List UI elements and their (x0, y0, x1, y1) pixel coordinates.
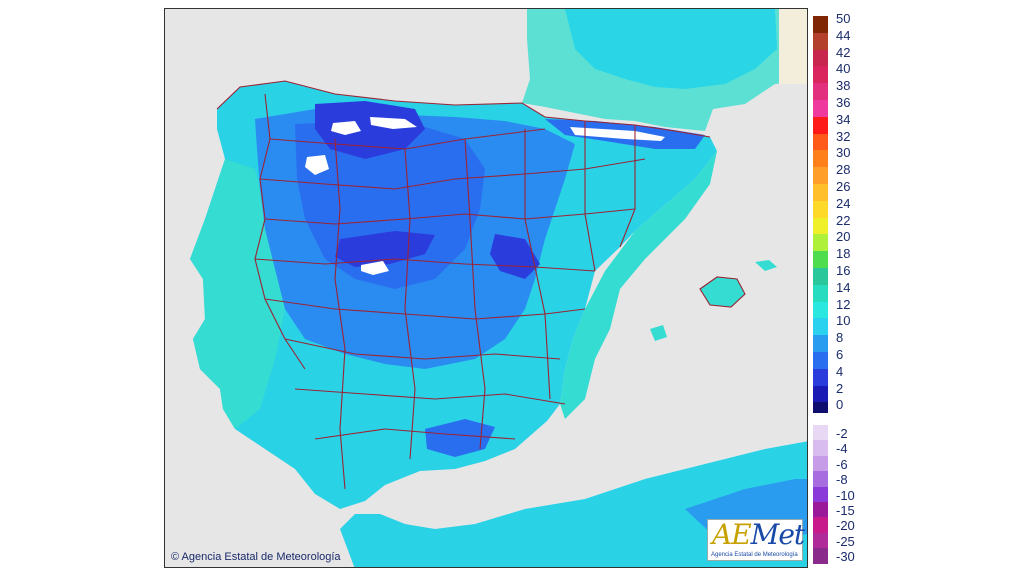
legend-label: 8 (836, 330, 844, 346)
legend-swatch (813, 455, 828, 472)
legend-swatch (813, 234, 828, 252)
north-africa-land (340, 441, 807, 567)
legend-label: -15 (836, 503, 855, 518)
legend-swatch (813, 66, 828, 84)
legend-swatch (813, 532, 828, 549)
legend-label: 22 (836, 212, 851, 228)
legend-label: 36 (836, 95, 851, 110)
legend-label: -10 (836, 487, 855, 503)
legend-swatch (813, 251, 828, 268)
legend-label: 24 (836, 195, 851, 211)
legend-label: -4 (836, 441, 848, 457)
legend-swatch (813, 368, 828, 386)
legend-swatch (813, 440, 828, 456)
legend-label: 40 (836, 61, 851, 77)
legend-label: 14 (836, 279, 851, 295)
map-canvas (190, 9, 807, 567)
legend-label: -25 (836, 533, 855, 549)
logo-suffix: Met (750, 518, 805, 551)
legend-label: -8 (836, 472, 848, 488)
legend-swatch (813, 16, 828, 33)
foreign-land-strip (779, 9, 807, 84)
legend-swatch (813, 184, 828, 201)
legend-label: -30 (836, 549, 855, 565)
logo-subtitle: Agencia Estatal de Meteorología (711, 552, 798, 558)
snow-leon (305, 155, 329, 175)
snow-pyrenees (570, 127, 665, 141)
logo-prefix: AE (712, 518, 752, 551)
legend-swatch (813, 217, 828, 235)
legend-label: 38 (836, 78, 851, 94)
aemet-logo: AEMet Agencia Estatal de Meteorología (707, 518, 805, 561)
legend-label: 4 (836, 363, 844, 379)
legend-label: 18 (836, 246, 851, 262)
menorca (755, 260, 777, 271)
legend-swatch (813, 116, 828, 134)
legend-separator (813, 413, 828, 425)
legend-swatch (813, 486, 828, 502)
legend-swatch (813, 200, 828, 218)
snow-gredos (361, 261, 389, 275)
legend-label: 0 (836, 397, 844, 413)
portugal-coast (190, 159, 285, 429)
legend-label: 16 (836, 263, 851, 278)
legend-swatch (813, 32, 828, 50)
legend-label: -20 (836, 518, 855, 534)
legend-swatch (813, 385, 828, 403)
legend-label: -2 (836, 426, 848, 441)
province-borders (216, 80, 746, 490)
legend-swatch (813, 318, 828, 336)
legend-swatch (813, 301, 828, 319)
copyright-text: © Agencia Estatal de Meteorología (171, 551, 341, 563)
temperature-legend: 50 44 42 40 38 36 34 32 30 28 26 24 22 20 18 16 14 12 10 8 6… (813, 12, 855, 565)
legend-swatch (813, 284, 828, 302)
legend-label: 42 (836, 44, 851, 60)
legend-label: 26 (836, 179, 851, 194)
legend-swatch (813, 83, 828, 100)
legend-label: 28 (836, 162, 851, 178)
ibiza (650, 325, 667, 341)
legend-swatch (813, 352, 828, 369)
legend-swatch (813, 502, 828, 518)
snow-picos (370, 117, 417, 129)
central-system-cold (335, 231, 435, 267)
legend-swatch (813, 133, 828, 151)
legend-swatch (813, 517, 828, 533)
legend-label: 10 (836, 313, 851, 329)
legend-label: 20 (836, 229, 851, 245)
snow-cantabrian (331, 121, 361, 135)
legend-swatch (813, 268, 828, 285)
mallorca (700, 277, 745, 307)
legend-label: 34 (836, 111, 851, 127)
legend-label: 30 (836, 145, 851, 161)
legend-label: 32 (836, 128, 851, 144)
legend-swatch (813, 425, 828, 441)
legend-label: -6 (836, 456, 848, 472)
legend-swatch (813, 471, 828, 487)
legend-swatch (813, 548, 828, 564)
legend-swatch (813, 167, 828, 184)
levante-coast (560, 151, 717, 419)
legend-swatch (813, 335, 828, 352)
legend-label: 50 (836, 11, 851, 26)
legend-label: 6 (836, 347, 844, 362)
legend-swatch (813, 100, 828, 117)
temperature-map: © Agencia Estatal de Meteorología AEMet … (164, 8, 808, 568)
legend-label: 12 (836, 296, 851, 312)
france-inland (565, 9, 777, 89)
legend-label: 44 (836, 27, 851, 43)
legend-label: 2 (836, 380, 844, 396)
sierra-nevada-cold (425, 419, 495, 457)
legend-swatch (813, 49, 828, 67)
iberian-system-cold (490, 234, 540, 279)
legend-swatch (813, 150, 828, 168)
